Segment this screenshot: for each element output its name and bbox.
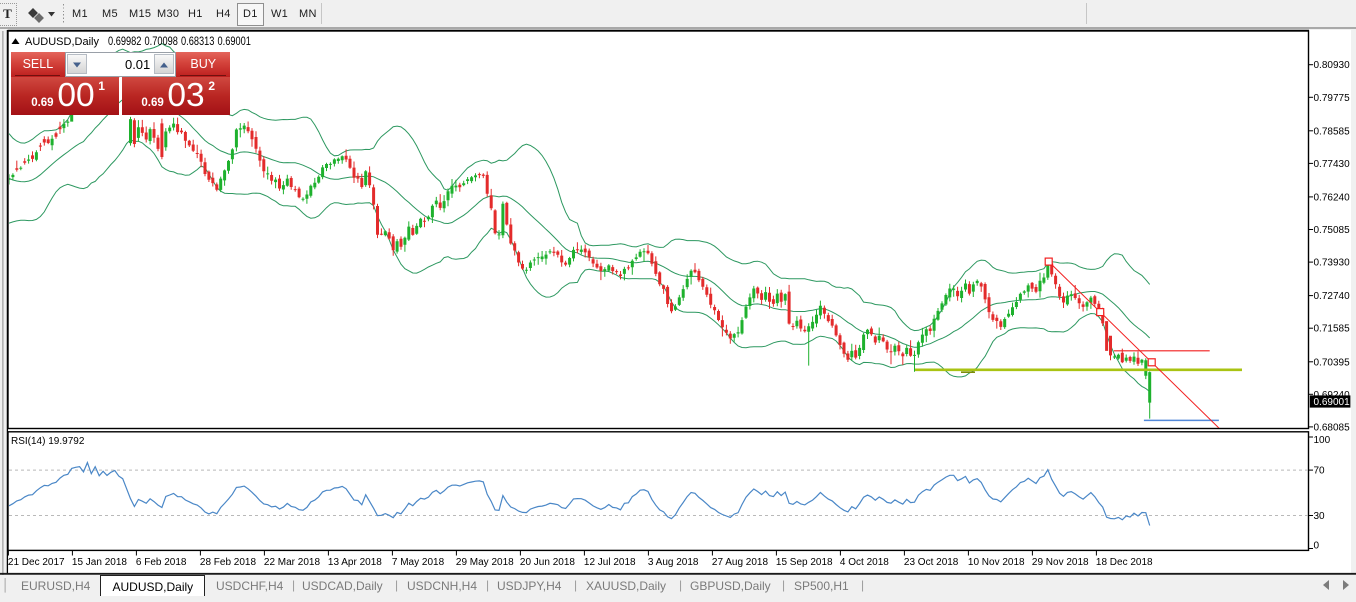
svg-text:0.77430: 0.77430 [1314,159,1351,170]
svg-text:0.78585: 0.78585 [1314,126,1351,137]
svg-text:27 Aug 2018: 27 Aug 2018 [712,557,769,568]
svg-text:7 May 2018: 7 May 2018 [392,557,445,568]
svg-text:0.75085: 0.75085 [1314,225,1351,236]
svg-text:21 Dec 2017: 21 Dec 2017 [8,557,65,568]
svg-text:29 Nov 2018: 29 Nov 2018 [1032,557,1089,568]
svg-text:70: 70 [1314,466,1326,477]
svg-text:0.72740: 0.72740 [1314,291,1351,302]
svg-text:15 Jan 2018: 15 Jan 2018 [72,557,127,568]
svg-text:10 Nov 2018: 10 Nov 2018 [968,557,1025,568]
svg-text:0: 0 [1314,541,1320,552]
svg-text:RSI(14) 19.9792: RSI(14) 19.9792 [11,436,85,447]
svg-text:23 Oct 2018: 23 Oct 2018 [904,557,959,568]
svg-text:30: 30 [1314,511,1326,522]
svg-text:0.76240: 0.76240 [1314,192,1351,203]
svg-text:0.68085: 0.68085 [1314,422,1351,433]
svg-text:100: 100 [1314,435,1331,446]
svg-text:3 Aug 2018: 3 Aug 2018 [648,557,699,568]
svg-text:AUDUSD,Daily: AUDUSD,Daily [25,36,99,48]
svg-text:18 Dec 2018: 18 Dec 2018 [1096,557,1153,568]
svg-text:20 Jun 2018: 20 Jun 2018 [520,557,575,568]
svg-text:0.69001: 0.69001 [1314,397,1351,408]
svg-text:0.69982: 0.69982 [108,36,141,48]
svg-text:0.80930: 0.80930 [1314,60,1351,71]
svg-text:0.68313: 0.68313 [181,36,214,48]
svg-text:4 Oct 2018: 4 Oct 2018 [840,557,889,568]
svg-text:28 Feb 2018: 28 Feb 2018 [200,557,257,568]
svg-text:0.70098: 0.70098 [145,36,178,48]
svg-text:15 Sep 2018: 15 Sep 2018 [776,557,833,568]
svg-text:0.73930: 0.73930 [1314,258,1351,269]
svg-text:13 Apr 2018: 13 Apr 2018 [328,557,382,568]
svg-text:0.70395: 0.70395 [1314,357,1351,368]
svg-text:29 May 2018: 29 May 2018 [456,557,514,568]
svg-text:0.79775: 0.79775 [1314,93,1351,104]
svg-text:6 Feb 2018: 6 Feb 2018 [136,557,187,568]
svg-text:0.71585: 0.71585 [1314,324,1351,335]
svg-text:22 Mar 2018: 22 Mar 2018 [264,557,321,568]
svg-text:0.69001: 0.69001 [218,36,251,48]
svg-text:0.69240: 0.69240 [1314,390,1351,401]
svg-text:12 Jul 2018: 12 Jul 2018 [584,557,636,568]
